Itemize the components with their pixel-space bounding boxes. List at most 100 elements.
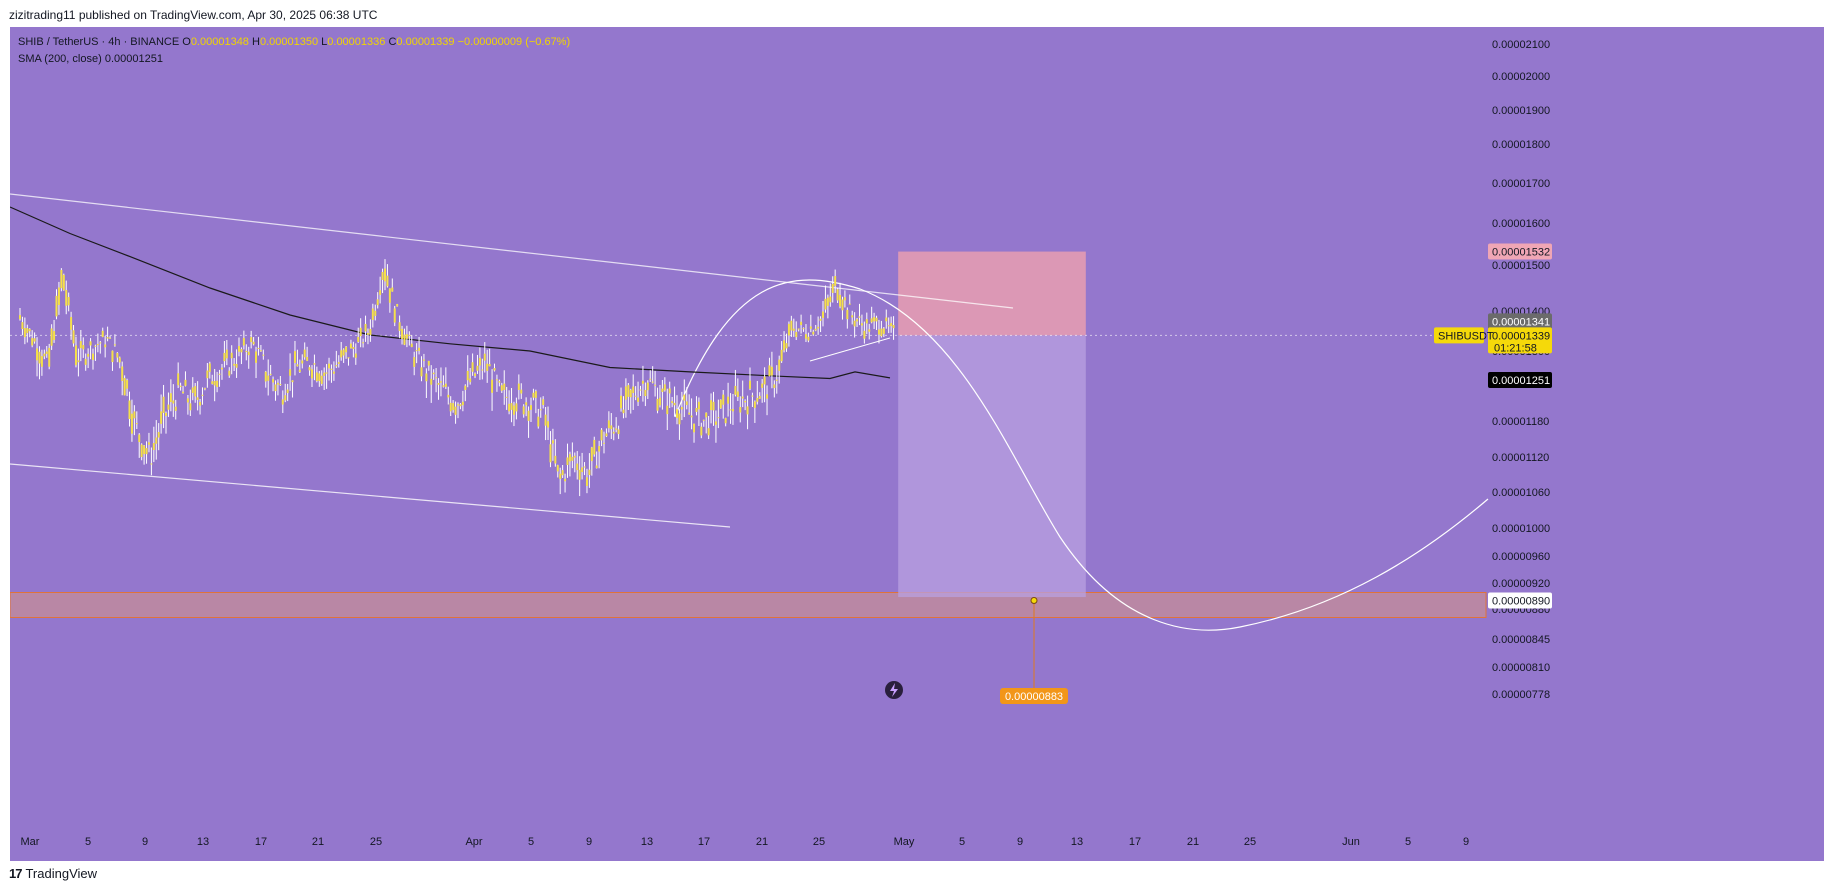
candle-body bbox=[790, 320, 793, 331]
x-tick-label: Jun bbox=[1342, 836, 1360, 848]
candle-body bbox=[342, 349, 345, 356]
candle-body bbox=[856, 319, 859, 322]
candle-body bbox=[588, 469, 591, 476]
candle-body bbox=[359, 327, 362, 337]
candle-body bbox=[199, 401, 202, 406]
candle-body bbox=[36, 348, 39, 361]
candle-body bbox=[493, 368, 496, 371]
candle-body bbox=[785, 343, 788, 349]
legend-open-label: O bbox=[182, 36, 191, 48]
candle-body bbox=[571, 456, 574, 461]
candle-body bbox=[340, 350, 343, 358]
candle-body bbox=[690, 415, 693, 418]
upper-trendline[interactable] bbox=[10, 193, 1014, 309]
candle-body bbox=[191, 387, 194, 393]
candle-body bbox=[62, 274, 65, 291]
candle-body bbox=[768, 365, 771, 377]
candle-body bbox=[147, 442, 150, 445]
projection-curve[interactable] bbox=[674, 279, 1489, 631]
candle-body bbox=[817, 326, 820, 329]
candle-body bbox=[398, 322, 401, 331]
candle-body bbox=[208, 363, 211, 372]
candle-body bbox=[240, 348, 243, 353]
candle-body bbox=[457, 404, 459, 406]
legend-high-value: 0.00001350 bbox=[259, 36, 319, 48]
candle-body bbox=[714, 421, 717, 425]
chart-legend: SHIB / TetherUS · 4h · BINANCE O 0.000013… bbox=[18, 34, 570, 68]
candle-body bbox=[731, 408, 734, 412]
candle-body bbox=[508, 403, 511, 412]
triangle-support-line[interactable] bbox=[809, 337, 891, 362]
candle-body bbox=[654, 384, 657, 386]
candle-body bbox=[551, 440, 554, 444]
x-tick-label: May bbox=[894, 836, 915, 848]
candle-body bbox=[581, 467, 584, 473]
candle-body bbox=[661, 388, 664, 392]
candle-body bbox=[289, 369, 292, 376]
footer-brand[interactable]: 17 TradingView bbox=[9, 866, 97, 881]
candle-body bbox=[566, 457, 569, 466]
candle-body bbox=[279, 384, 282, 386]
candle-body bbox=[498, 381, 501, 383]
candle-body bbox=[79, 341, 82, 349]
y-tick-label: 0.00001000 bbox=[1492, 523, 1550, 535]
candle-body bbox=[21, 322, 24, 330]
candle-body bbox=[824, 298, 827, 310]
candle-body bbox=[812, 331, 815, 335]
sma-200-line[interactable] bbox=[10, 206, 891, 380]
x-tick-label: 13 bbox=[641, 836, 653, 848]
candle-body bbox=[449, 402, 452, 412]
y-tick-label: 0.00001800 bbox=[1492, 139, 1550, 151]
candle-body bbox=[500, 385, 503, 391]
candle-body bbox=[184, 379, 187, 386]
candle-body bbox=[48, 347, 51, 367]
candle-body bbox=[481, 369, 484, 371]
candle-body bbox=[138, 434, 141, 443]
last-price-label: 0.00001341 bbox=[1492, 316, 1550, 328]
legend-symbol[interactable]: SHIB / TetherUS · 4h · BINANCE bbox=[18, 36, 180, 48]
stop-loss-zone[interactable] bbox=[898, 251, 1086, 336]
candle-body bbox=[313, 363, 316, 365]
candle-body bbox=[814, 328, 817, 331]
legend-sma-value: 0.00001251 bbox=[104, 53, 163, 65]
candle-body bbox=[863, 330, 866, 339]
candle-body bbox=[420, 367, 423, 377]
candle-body bbox=[568, 454, 571, 462]
legend-ohlc-row: SHIB / TetherUS · 4h · BINANCE O 0.000013… bbox=[18, 34, 570, 51]
legend-change: −0.00000009 (−0.67%) bbox=[457, 36, 571, 48]
candle-body bbox=[104, 344, 107, 348]
price-chart[interactable]: 0.00002100 0.00002000 0.00001900 0.00001800… bbox=[10, 27, 1824, 861]
support-zone[interactable] bbox=[10, 592, 1487, 618]
candle-body bbox=[352, 347, 355, 350]
candle-body bbox=[712, 401, 715, 411]
candle-body bbox=[542, 399, 545, 405]
sma-price-label-bg bbox=[1488, 371, 1552, 388]
target-marker-dot[interactable] bbox=[1030, 597, 1038, 604]
candle-body bbox=[892, 324, 895, 329]
candle-body bbox=[259, 350, 262, 352]
candle-body bbox=[710, 400, 713, 411]
candle-body bbox=[836, 289, 839, 301]
x-tick-label: 9 bbox=[1463, 836, 1469, 848]
candle-body bbox=[525, 402, 528, 406]
candle-body bbox=[432, 372, 435, 375]
candle-body bbox=[707, 428, 710, 436]
candle-body bbox=[23, 328, 26, 338]
chart-frame[interactable]: SHIB / TetherUS · 4h · BINANCE O 0.000013… bbox=[10, 27, 1824, 861]
candle-body bbox=[678, 413, 681, 425]
candle-body bbox=[393, 308, 396, 323]
legend-sma-label[interactable]: SMA (200, close) bbox=[18, 53, 102, 65]
candle-body bbox=[564, 478, 567, 482]
candle-body bbox=[736, 391, 739, 397]
take-profit-zone[interactable] bbox=[898, 335, 1086, 598]
candle-body bbox=[45, 351, 48, 354]
candle-body bbox=[476, 365, 479, 371]
candle-body bbox=[70, 317, 73, 330]
lower-trendline[interactable] bbox=[10, 463, 731, 528]
last-price-label-bg bbox=[1488, 313, 1552, 330]
candle-body bbox=[469, 378, 472, 383]
candle-body bbox=[140, 444, 143, 458]
support-price-label: 0.00000890 bbox=[1492, 596, 1550, 608]
candle-body bbox=[106, 337, 109, 339]
candle-body bbox=[447, 394, 450, 398]
